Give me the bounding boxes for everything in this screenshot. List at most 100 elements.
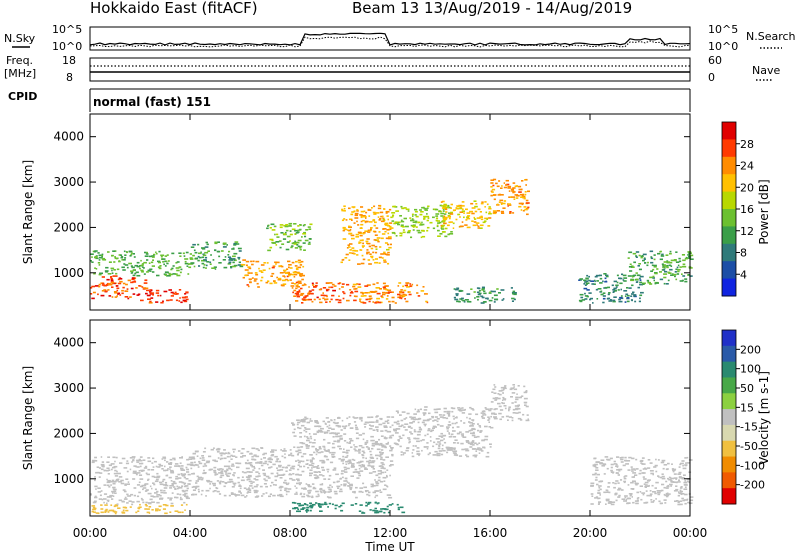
data-cell xyxy=(364,443,367,445)
data-cell xyxy=(375,212,380,214)
data-cell xyxy=(190,246,195,248)
data-cell xyxy=(362,219,365,222)
data-cell xyxy=(504,385,507,387)
data-cell xyxy=(167,497,170,499)
data-cell xyxy=(156,472,159,475)
data-cell xyxy=(110,282,115,284)
data-cell xyxy=(295,473,299,476)
data-cell xyxy=(354,214,358,217)
data-cell xyxy=(306,511,308,513)
data-cell xyxy=(666,468,669,470)
data-cell xyxy=(278,460,281,463)
data-cell xyxy=(470,432,473,435)
data-cell xyxy=(447,412,450,415)
data-cell xyxy=(110,281,114,283)
data-cell xyxy=(320,431,324,433)
data-cell xyxy=(636,281,639,283)
data-cell xyxy=(416,447,420,449)
data-cell xyxy=(429,418,432,420)
data-cell xyxy=(362,482,365,485)
data-cell xyxy=(283,450,287,452)
data-cell xyxy=(407,437,411,439)
data-cell xyxy=(319,488,323,490)
data-cell xyxy=(155,252,158,255)
data-cell xyxy=(239,265,244,268)
data-cell xyxy=(306,295,309,297)
data-cell xyxy=(216,490,220,493)
data-cell xyxy=(136,500,140,503)
data-cell xyxy=(130,287,134,290)
data-cell xyxy=(218,262,222,264)
data-cell xyxy=(355,496,358,499)
data-cell xyxy=(143,273,146,275)
data-cell xyxy=(387,243,390,246)
data-cell xyxy=(647,459,651,461)
data-cell xyxy=(649,490,652,492)
data-cell xyxy=(130,253,133,256)
data-cell xyxy=(397,411,399,414)
data-cell xyxy=(689,496,694,498)
data-cell xyxy=(664,270,668,273)
data-cell xyxy=(395,235,398,237)
data-cell xyxy=(267,249,271,252)
data-cell xyxy=(252,469,255,471)
data-cell xyxy=(607,459,611,461)
data-cell xyxy=(668,478,672,481)
data-cell xyxy=(297,229,300,232)
data-cell xyxy=(105,290,108,293)
data-cell xyxy=(255,260,260,263)
data-cell xyxy=(627,257,630,259)
data-cell xyxy=(663,464,668,466)
data-cell xyxy=(140,299,144,302)
data-cell xyxy=(381,233,386,235)
data-cell xyxy=(411,213,414,216)
data-cell xyxy=(234,259,237,262)
data-cell xyxy=(441,205,445,207)
data-cell xyxy=(348,423,351,425)
data-cell xyxy=(371,421,375,423)
data-cell xyxy=(251,465,255,468)
data-cell xyxy=(129,506,132,508)
data-cell xyxy=(372,471,377,473)
data-cell xyxy=(477,298,479,301)
data-cell xyxy=(385,212,388,214)
data-cell xyxy=(253,491,258,494)
data-cell xyxy=(400,451,403,453)
data-cell xyxy=(666,485,670,488)
data-cell xyxy=(183,501,186,504)
data-cell xyxy=(596,483,599,486)
noise-right-top: 10^5 xyxy=(708,23,738,36)
data-cell xyxy=(376,430,379,432)
data-cell xyxy=(492,178,497,181)
data-cell xyxy=(442,434,447,437)
data-cell xyxy=(376,292,381,295)
data-cell xyxy=(615,472,620,474)
data-cell xyxy=(388,246,392,249)
data-cell xyxy=(646,480,650,482)
data-cell xyxy=(463,216,465,219)
data-cell xyxy=(132,274,136,277)
data-cell xyxy=(478,442,481,444)
data-cell xyxy=(650,472,654,475)
data-cell xyxy=(317,476,320,479)
data-cell xyxy=(91,510,94,513)
data-cell xyxy=(385,443,388,445)
data-cell xyxy=(341,502,345,505)
data-cell xyxy=(311,467,313,469)
data-cell xyxy=(631,476,635,478)
data-cell xyxy=(281,243,285,245)
data-cell xyxy=(184,293,187,295)
data-cell xyxy=(119,280,123,283)
data-cell xyxy=(353,417,357,419)
data-cell xyxy=(291,479,296,481)
data-cell xyxy=(168,463,172,465)
data-cell xyxy=(501,389,504,392)
data-cell xyxy=(471,220,474,222)
data-cell xyxy=(605,491,609,493)
data-cell xyxy=(145,501,148,504)
data-cell xyxy=(382,508,384,510)
data-cell xyxy=(353,459,356,461)
data-cell xyxy=(370,457,375,459)
data-cell xyxy=(168,289,172,291)
